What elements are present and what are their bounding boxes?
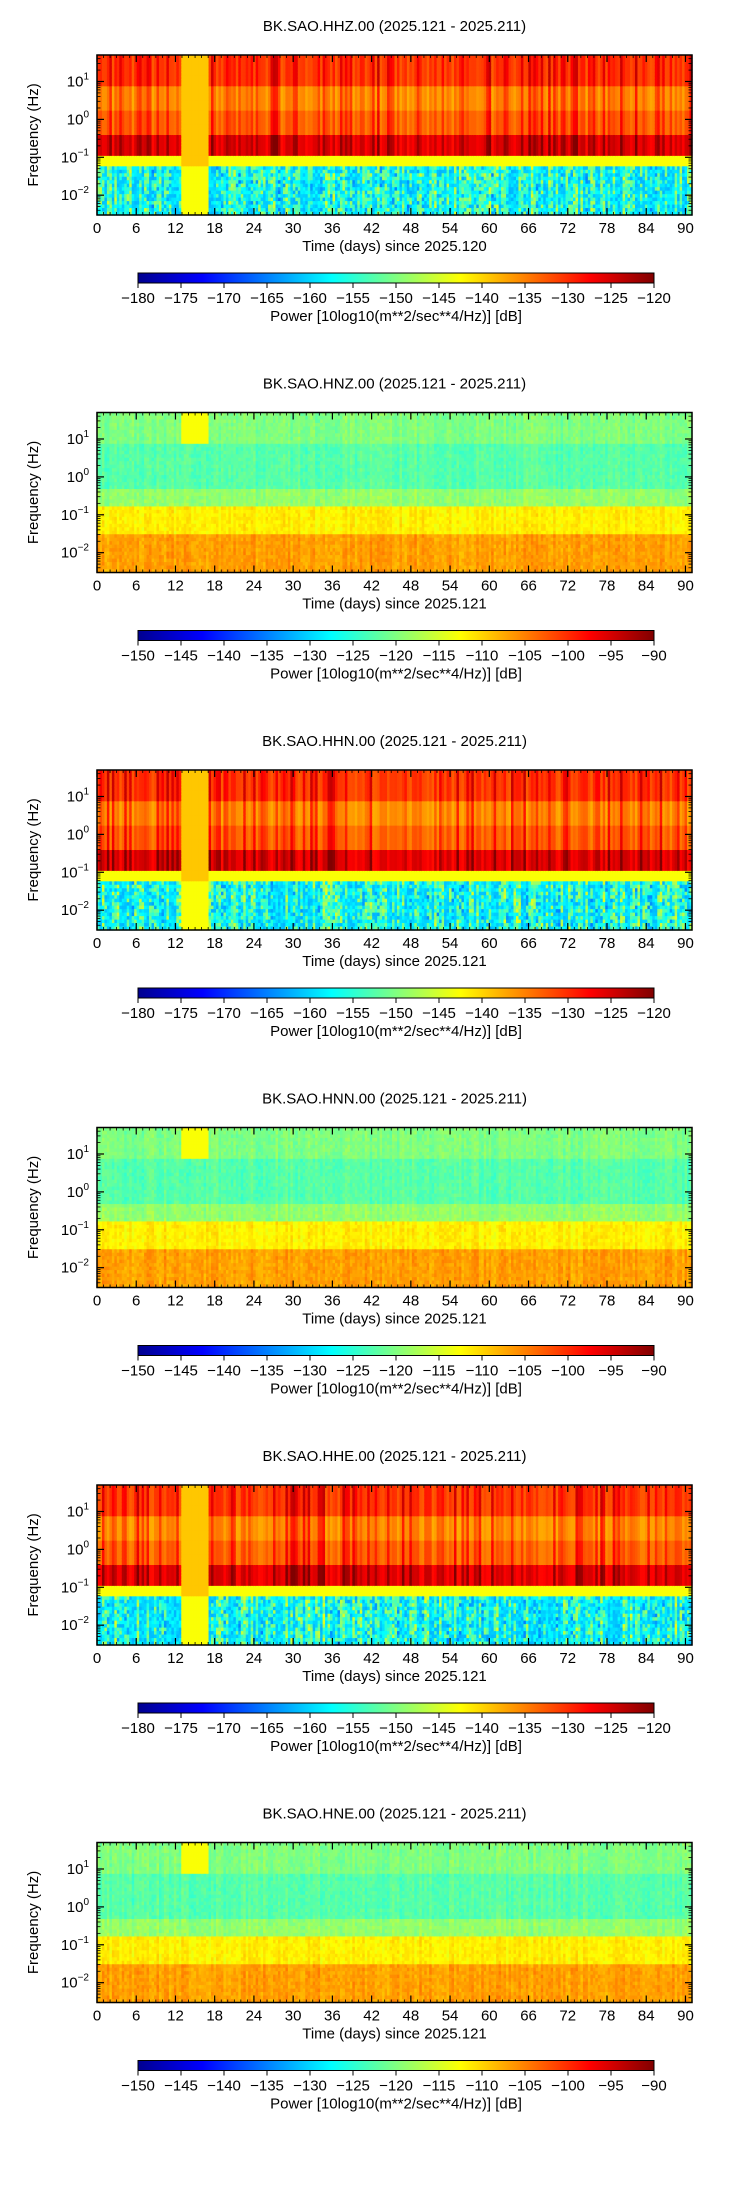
spectrogram-panel-1: BK.SAO.HHZ.00 (2025.121 - 2025.211)0 6 12 1…: [25, 18, 694, 325]
panel-title: BK.SAO.HHZ.00 (2025.121 - 2025.211): [263, 18, 526, 35]
heatmap-cells: [97, 55, 693, 216]
spectrogram-figure: BK.SAO.HHZ.00 (2025.121 - 2025.211)0 6 12 1…: [0, 0, 750, 2197]
